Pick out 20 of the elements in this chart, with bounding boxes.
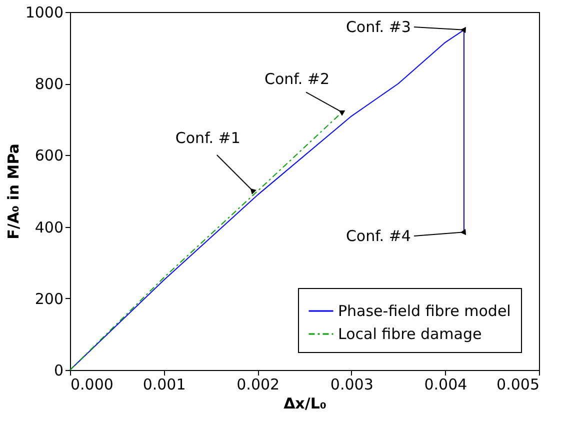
annotation: Conf. #1 (175, 129, 240, 147)
y-tick-label: 1000 (25, 4, 64, 22)
x-tick-label: 0.001 (142, 376, 186, 394)
y-tick-label: 400 (34, 218, 64, 236)
x-axis-title: Δx/L₀ (284, 394, 326, 412)
annotation: Conf. #2 (264, 70, 330, 88)
y-tick-label: 0 (54, 362, 64, 380)
x-tick-label: 0.005 (496, 376, 540, 394)
annotation: Conf. #3 (346, 18, 411, 36)
y-tick-label: 600 (34, 146, 64, 165)
y-tick-label: 800 (34, 75, 64, 94)
y-axis-title: F/A₀ in MPa (4, 144, 22, 240)
x-tick-label: 0.000 (70, 376, 114, 394)
legend-label: Phase-field fibre model (338, 302, 511, 320)
legend-label: Local fibre damage (338, 325, 482, 343)
x-tick-label: 0.002 (236, 376, 280, 394)
x-tick-label: 0.004 (424, 376, 468, 394)
y-tick-label: 200 (34, 290, 64, 308)
annotation: Conf. #4 (346, 227, 411, 246)
x-tick-label: 0.003 (330, 376, 374, 394)
